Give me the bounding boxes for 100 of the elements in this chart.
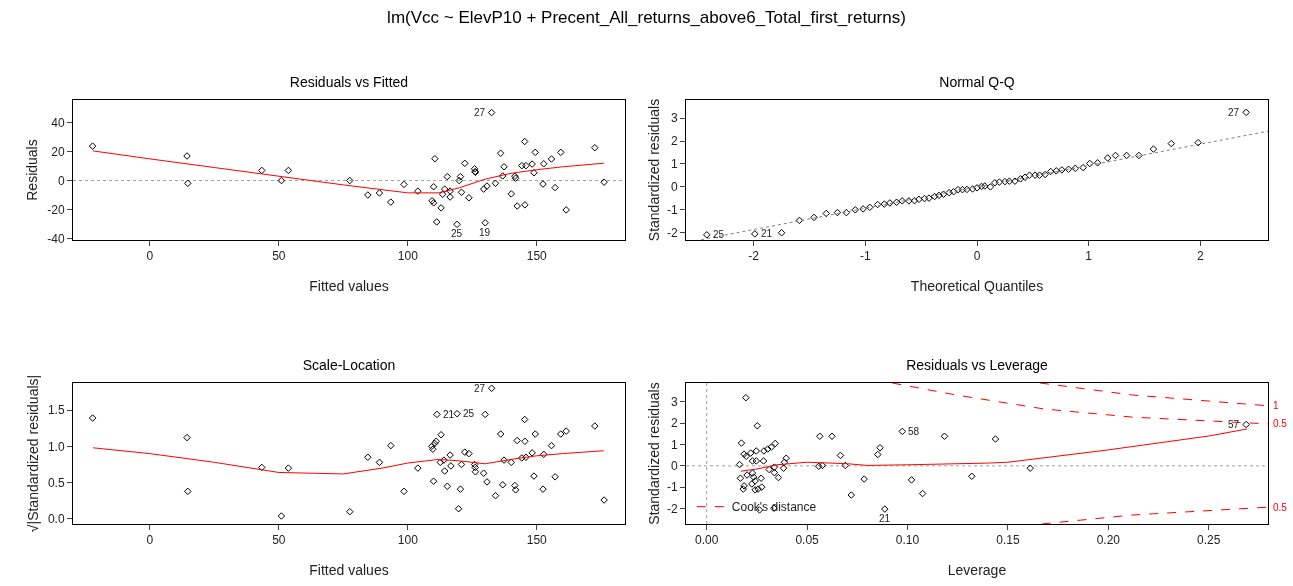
- point: [881, 505, 889, 513]
- point: [752, 447, 761, 455]
- x-tick-label: 50: [272, 249, 286, 264]
- point: [815, 462, 823, 471]
- y-tick-label: 3: [670, 111, 678, 126]
- point: [491, 179, 500, 188]
- x-tick-label: 0.20: [1096, 533, 1121, 548]
- y-axis-title: Standardized residuals: [646, 382, 662, 525]
- y-axis-title: Residuals: [23, 139, 40, 201]
- point: [836, 451, 845, 460]
- point: [483, 182, 491, 190]
- y-tick-label: 0.5: [47, 475, 65, 490]
- chart-title: Normal Q-Q: [939, 73, 1015, 90]
- point: [530, 169, 538, 177]
- point: [513, 202, 521, 210]
- x-tick-label: -1: [859, 249, 871, 264]
- point: [562, 206, 570, 214]
- point: [440, 185, 449, 193]
- point: [770, 468, 779, 477]
- point: [828, 432, 836, 440]
- point: [455, 176, 463, 185]
- legend-label: Cook's distance: [731, 500, 817, 515]
- point: [437, 204, 445, 212]
- y-tick-label: 2: [670, 416, 678, 431]
- y-tick-label: 3: [670, 395, 678, 410]
- point: [456, 172, 465, 181]
- point: [860, 475, 868, 483]
- point: [528, 160, 536, 168]
- point: [748, 469, 757, 477]
- point: [470, 165, 479, 173]
- y-tick-label: 1.5: [47, 403, 65, 418]
- x-tick-label: 150: [526, 533, 548, 548]
- point: [551, 183, 559, 192]
- y-axis-title: √|Standardized residuals|: [24, 374, 41, 533]
- point: [346, 176, 354, 185]
- point: [874, 450, 882, 459]
- y-tick-label: -1: [666, 480, 678, 495]
- x-axis-title: Fitted values: [309, 277, 389, 294]
- y-tick-label: 1.0: [47, 439, 65, 454]
- point: [739, 485, 747, 493]
- point: [748, 457, 757, 465]
- point: [540, 160, 548, 168]
- y-tick-label: -1: [666, 203, 678, 218]
- point: [400, 180, 408, 189]
- x-tick-label: 100: [397, 533, 419, 548]
- x-tick-label: -2: [748, 249, 760, 264]
- point: [600, 178, 608, 186]
- annotation: 21: [443, 409, 455, 420]
- point: [481, 219, 489, 227]
- point: [429, 183, 438, 191]
- point: [753, 422, 762, 430]
- point: [771, 439, 779, 448]
- point: [757, 474, 765, 482]
- x-tick-label: 50: [272, 533, 286, 548]
- point: [557, 148, 565, 157]
- point: [547, 155, 556, 163]
- point: [780, 458, 789, 466]
- x-tick-label: 2: [1196, 249, 1204, 264]
- point: [443, 172, 452, 181]
- point: [818, 461, 827, 470]
- y-tick-label: -40: [47, 231, 65, 246]
- x-tick-label: 0.25: [1197, 533, 1221, 548]
- point: [522, 161, 530, 170]
- point: [1242, 420, 1250, 429]
- annotation: 0.5: [1273, 502, 1288, 513]
- point: [277, 176, 286, 185]
- x-axis-title: Leverage: [947, 561, 1007, 578]
- point: [1026, 464, 1034, 472]
- chart-title: Scale-Location: [302, 356, 396, 373]
- x-tick-label: 0: [146, 249, 154, 264]
- y-tick-label: -2: [666, 501, 678, 516]
- annotation: 27: [474, 107, 486, 118]
- point: [760, 447, 768, 455]
- point: [414, 187, 422, 195]
- point: [457, 188, 466, 197]
- x-axis-title: Theoretical Quantiles: [910, 277, 1044, 294]
- x-tick-label: 0.00: [695, 533, 719, 548]
- point: [907, 476, 916, 484]
- point: [520, 137, 529, 146]
- point: [898, 427, 907, 436]
- point: [183, 152, 191, 160]
- point: [743, 471, 751, 479]
- point: [779, 464, 788, 472]
- point: [521, 201, 529, 209]
- point: [918, 489, 927, 498]
- point: [742, 452, 750, 461]
- text: lm(Vcc ~ ElevP10 + Precent_All_returns_above6_Total_first_returns): [386, 8, 907, 28]
- annotation: 25: [713, 229, 725, 240]
- point: [757, 483, 766, 491]
- point: [387, 198, 395, 206]
- y-tick-label: 0: [57, 173, 65, 188]
- point: [507, 190, 515, 198]
- annotation: 27: [1228, 107, 1240, 118]
- point: [88, 142, 97, 150]
- point: [748, 480, 756, 488]
- point: [496, 149, 505, 157]
- annotation: 27: [474, 383, 486, 394]
- y-tick-label: -2: [666, 225, 678, 240]
- point: [375, 189, 384, 197]
- point: [465, 194, 473, 202]
